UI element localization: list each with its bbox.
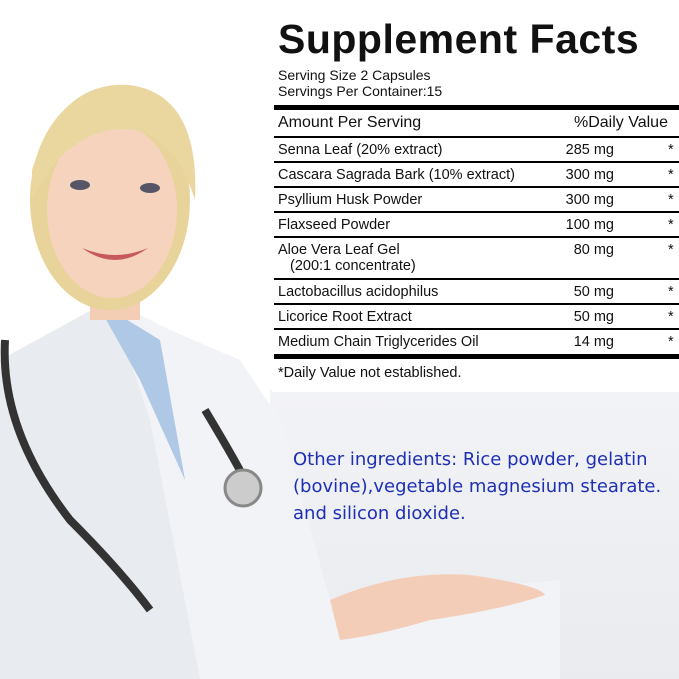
footnote: *Daily Value not established. (278, 365, 462, 381)
ingredient-amount: 285 mg (565, 142, 614, 158)
daily-value: * (668, 217, 674, 233)
daily-value: * (668, 167, 674, 183)
ingredient-name: Cascara Sagrada Bark (10% extract) (278, 167, 515, 183)
daily-value: * (668, 192, 674, 208)
ingredient-name: Aloe Vera Leaf Gel (278, 242, 400, 258)
table-row: Aloe Vera Leaf Gel (200:1 concentrate) 80 … (274, 238, 679, 280)
doctor-photo (0, 84, 560, 679)
servings-per-container: Servings Per Container:15 (278, 83, 443, 99)
ingredient-name: Flaxseed Powder (278, 217, 391, 233)
daily-value: * (668, 142, 674, 158)
daily-value: * (668, 242, 674, 258)
ingredient-name-detail: (200:1 concentrate) (290, 258, 416, 274)
table-row: Licorice Root Extract 50 mg * (274, 305, 679, 330)
table-row: Psyllium Husk Powder 300 mg * (274, 188, 679, 213)
table-row: Flaxseed Powder 100 mg * (274, 213, 679, 238)
table-row: Senna Leaf (20% extract) 285 mg * (274, 138, 679, 163)
daily-value: * (668, 309, 674, 325)
ingredient-amount: 100 mg (565, 217, 614, 233)
daily-value: * (668, 284, 674, 300)
other-ingredients-line: Other ingredients: Rice powder, gelatin (293, 449, 648, 470)
table-row: Cascara Sagrada Bark (10% extract) 300 mg… (274, 163, 679, 188)
header-daily-value: %Daily Value (574, 114, 668, 131)
ingredient-amount: 14 mg (573, 334, 614, 350)
ingredient-name: Psyllium Husk Powder (278, 192, 423, 208)
daily-value: * (668, 334, 674, 350)
other-ingredients-line: (bovine),vegetable magnesium stearate. (293, 476, 662, 497)
other-ingredients-line: and silicon dioxide. (293, 503, 466, 524)
thick-divider (274, 354, 679, 359)
ingredient-name: Senna Leaf (20% extract) (278, 142, 443, 158)
thick-divider (274, 105, 679, 110)
ingredient-name: Licorice Root Extract (278, 309, 412, 325)
header-row: Amount Per Serving %Daily Value (274, 110, 679, 138)
label-title: Supplement Facts (278, 16, 640, 62)
other-ingredients: Other ingredients: Rice powder, gelatin … (293, 446, 673, 527)
supplement-facts-label: Supplement Facts Serving Size 2 Capsules… (272, 0, 679, 392)
ingredient-name: Lactobacillus acidophilus (278, 284, 439, 300)
header-amount: Amount Per Serving (278, 114, 422, 131)
ingredient-amount: 300 mg (565, 192, 614, 208)
ingredient-amount: 50 mg (573, 284, 614, 300)
table-row: Lactobacillus acidophilus 50 mg * (274, 280, 679, 305)
serving-size: Serving Size 2 Capsules (278, 67, 431, 83)
table-row: Medium Chain Triglycerides Oil 14 mg * (274, 330, 679, 354)
ingredient-amount: 50 mg (573, 309, 614, 325)
ingredient-amount: 300 mg (565, 167, 614, 183)
ingredient-name: Medium Chain Triglycerides Oil (278, 334, 479, 350)
ingredient-amount: 80 mg (573, 242, 614, 258)
